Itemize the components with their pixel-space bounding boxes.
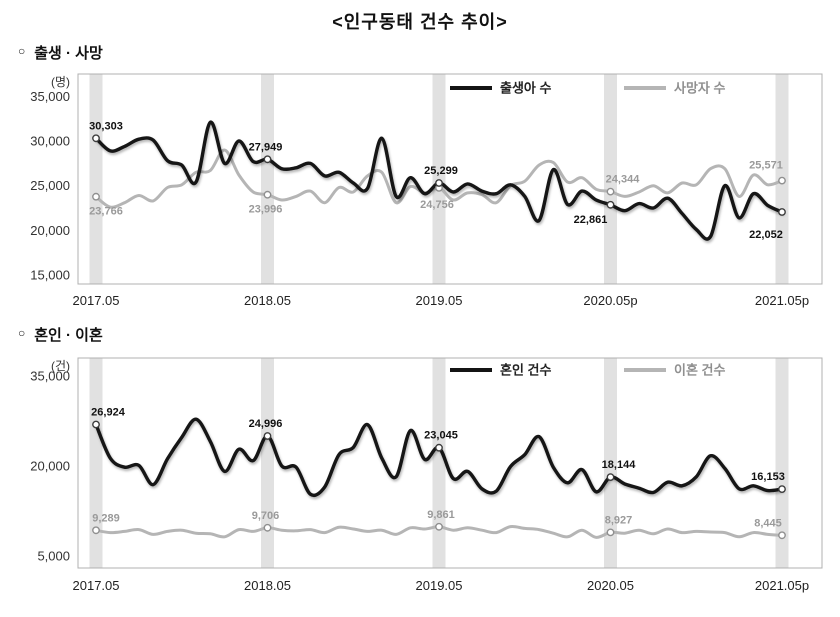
x-tick-label: 2020.05 — [587, 578, 634, 593]
section-header-marriage-divorce: ○ 혼인 · 이혼 — [18, 324, 840, 344]
divorces-value-label: 9,289 — [92, 512, 120, 524]
section-label-birth-death: 출생 · 사망 — [34, 44, 103, 62]
y-tick-label: 25,000 — [30, 178, 70, 193]
page-title: <인구동태 건수 추이> — [332, 12, 508, 32]
highlight-band — [432, 74, 446, 284]
legend-label-births: 출생아 수 — [500, 81, 551, 96]
marriages-value-label: 26,924 — [91, 407, 126, 419]
section-header-birth-death: ○ 출생 · 사망 — [18, 42, 840, 62]
section-label-marriage-divorce: 혼인 · 이혼 — [34, 326, 103, 344]
y-tick-label: 20,000 — [30, 223, 70, 238]
births-marker — [92, 134, 100, 143]
divorces-marker — [92, 526, 100, 535]
plot-border — [77, 73, 823, 285]
marriages-marker — [263, 432, 272, 440]
x-tick-label: 2017.05 — [73, 578, 120, 593]
births-marker — [435, 179, 443, 187]
marriages-marker — [435, 443, 443, 452]
divorces-marker — [263, 523, 272, 532]
section-bullet-icon: ○ — [18, 326, 26, 340]
x-tick-label: 2018.05 — [244, 578, 291, 593]
births-marker — [606, 200, 615, 209]
highlight-band — [432, 358, 446, 568]
x-tick-label: 2019.05 — [416, 578, 463, 593]
highlight-band — [89, 74, 103, 284]
births-marker — [263, 155, 272, 164]
marriage-divorce-chart: 35,000 20,000 5,000 (건) 2017.05 2018.05 2019.0… — [30, 357, 823, 593]
marriages-value-label: 18,144 — [602, 459, 637, 471]
plot-border — [77, 357, 823, 569]
births-value-label: 27,949 — [249, 141, 283, 153]
y-tick-label: 35,000 — [30, 89, 70, 104]
deaths-marker — [263, 190, 272, 199]
highlight-band — [261, 358, 274, 568]
x-tick-label: 2017.05 — [73, 293, 120, 308]
marriages-marker — [606, 473, 615, 482]
births-value-label: 25,299 — [424, 165, 458, 177]
x-tick-label: 2020.05p — [583, 293, 637, 308]
divorces-value-label: 9,861 — [427, 509, 455, 521]
divorces-marker — [778, 531, 786, 540]
highlight-band — [89, 358, 103, 568]
deaths-marker — [606, 187, 615, 196]
deaths-value-label: 24,756 — [420, 199, 454, 211]
divorces-marker — [606, 528, 615, 537]
highlight-band — [604, 74, 617, 284]
marriages-value-label: 23,045 — [424, 430, 458, 442]
axis-unit-label: (명) — [51, 75, 70, 89]
births-marker — [778, 208, 786, 216]
deaths-value-label: 23,766 — [89, 206, 123, 218]
legend-label-divorces: 이혼 건수 — [674, 363, 725, 378]
births-value-label: 22,052 — [749, 229, 783, 241]
highlight-band — [261, 74, 274, 284]
divorces-value-label: 8,927 — [605, 514, 633, 526]
x-tick-label: 2019.05 — [416, 293, 463, 308]
deaths-value-label: 23,996 — [249, 204, 283, 216]
marriages-marker — [778, 485, 786, 494]
deaths-value-label: 25,571 — [749, 160, 783, 172]
section-bullet-icon: ○ — [18, 44, 26, 58]
axis-unit-label: (건) — [51, 359, 70, 373]
marriages-marker — [92, 420, 100, 429]
y-tick-label: 35,000 — [30, 369, 70, 384]
legend-label-marriages: 혼인 건수 — [500, 363, 551, 378]
deaths-value-label: 24,344 — [606, 174, 641, 186]
y-tick-label: 20,000 — [30, 459, 70, 474]
divorces-marker — [435, 522, 443, 531]
y-tick-label: 5,000 — [37, 549, 70, 564]
birth-death-chart: 35,000 30,000 25,000 20,000 15,000 (명) 2017.05… — [30, 73, 823, 308]
legend-label-deaths: 사망자 수 — [674, 81, 725, 96]
divorces-value-label: 9,706 — [252, 510, 280, 522]
births-value-label: 22,861 — [574, 214, 608, 226]
deaths-marker — [92, 192, 100, 201]
highlight-band — [604, 358, 617, 568]
y-tick-label: 15,000 — [30, 268, 70, 283]
x-tick-label: 2018.05 — [244, 293, 291, 308]
x-tick-label: 2021.05p — [755, 293, 809, 308]
x-tick-label: 2021.05p — [755, 578, 809, 593]
y-tick-label: 30,000 — [30, 134, 70, 149]
marriages-value-label: 16,153 — [751, 471, 785, 483]
highlight-band — [775, 358, 789, 568]
divorces-value-label: 8,445 — [754, 517, 782, 529]
marriages-value-label: 24,996 — [249, 418, 283, 430]
births-value-label: 30,303 — [89, 120, 123, 132]
deaths-marker — [778, 176, 786, 185]
